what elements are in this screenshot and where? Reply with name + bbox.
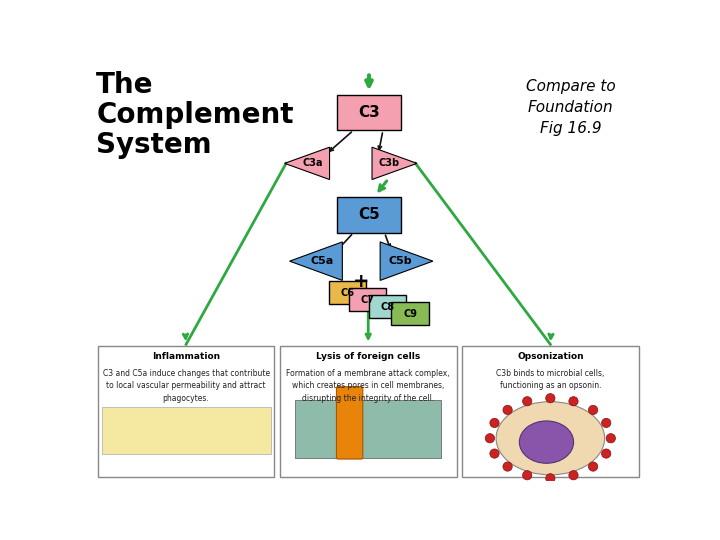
Circle shape <box>503 406 512 415</box>
Text: C5a: C5a <box>310 256 333 266</box>
Circle shape <box>569 397 578 406</box>
FancyBboxPatch shape <box>337 95 401 130</box>
Text: C7: C7 <box>361 295 374 305</box>
Text: The
Complement
System: The Complement System <box>96 71 294 159</box>
Ellipse shape <box>519 421 574 463</box>
FancyBboxPatch shape <box>392 302 428 325</box>
FancyBboxPatch shape <box>349 288 386 311</box>
Text: +: + <box>353 273 369 292</box>
Text: C3b: C3b <box>379 158 400 168</box>
Polygon shape <box>289 242 342 280</box>
Polygon shape <box>284 147 330 179</box>
FancyBboxPatch shape <box>98 346 274 477</box>
Circle shape <box>601 418 611 428</box>
Text: Lysis of foreign cells: Lysis of foreign cells <box>316 352 420 361</box>
Circle shape <box>546 394 555 403</box>
Text: C3b binds to microbial cells,
functioning as an opsonin.: C3b binds to microbial cells, functionin… <box>496 369 605 390</box>
FancyBboxPatch shape <box>295 400 441 457</box>
Text: C3 and C5a induce changes that contribute
to local vascular permeability and att: C3 and C5a induce changes that contribut… <box>102 369 270 403</box>
Circle shape <box>490 418 499 428</box>
Text: Compare to
Foundation
Fig 16.9: Compare to Foundation Fig 16.9 <box>526 79 616 136</box>
Polygon shape <box>372 147 417 179</box>
Text: Inflammation: Inflammation <box>152 352 220 361</box>
Circle shape <box>523 397 532 406</box>
FancyBboxPatch shape <box>462 346 639 477</box>
FancyBboxPatch shape <box>280 346 456 477</box>
Circle shape <box>546 474 555 483</box>
Circle shape <box>503 462 512 471</box>
Ellipse shape <box>496 402 605 475</box>
Circle shape <box>601 449 611 458</box>
Text: C6: C6 <box>341 288 354 298</box>
FancyBboxPatch shape <box>336 387 363 459</box>
Text: C5: C5 <box>358 207 380 222</box>
Text: C3: C3 <box>358 105 380 120</box>
FancyBboxPatch shape <box>369 295 406 318</box>
Circle shape <box>569 471 578 480</box>
Circle shape <box>523 471 532 480</box>
FancyBboxPatch shape <box>337 197 401 233</box>
Text: C5b: C5b <box>389 256 413 266</box>
Circle shape <box>588 462 598 471</box>
FancyBboxPatch shape <box>329 281 366 304</box>
Circle shape <box>588 406 598 415</box>
Text: C3a: C3a <box>302 158 323 168</box>
Circle shape <box>490 449 499 458</box>
Text: C8: C8 <box>381 301 395 312</box>
Circle shape <box>606 434 616 443</box>
Text: C9: C9 <box>403 308 417 319</box>
Circle shape <box>485 434 495 443</box>
Text: Opsonization: Opsonization <box>517 352 584 361</box>
Text: Formation of a membrane attack complex,
which creates pores in cell membranes,
d: Formation of a membrane attack complex, … <box>287 369 450 403</box>
Polygon shape <box>380 242 433 280</box>
FancyBboxPatch shape <box>102 408 271 454</box>
